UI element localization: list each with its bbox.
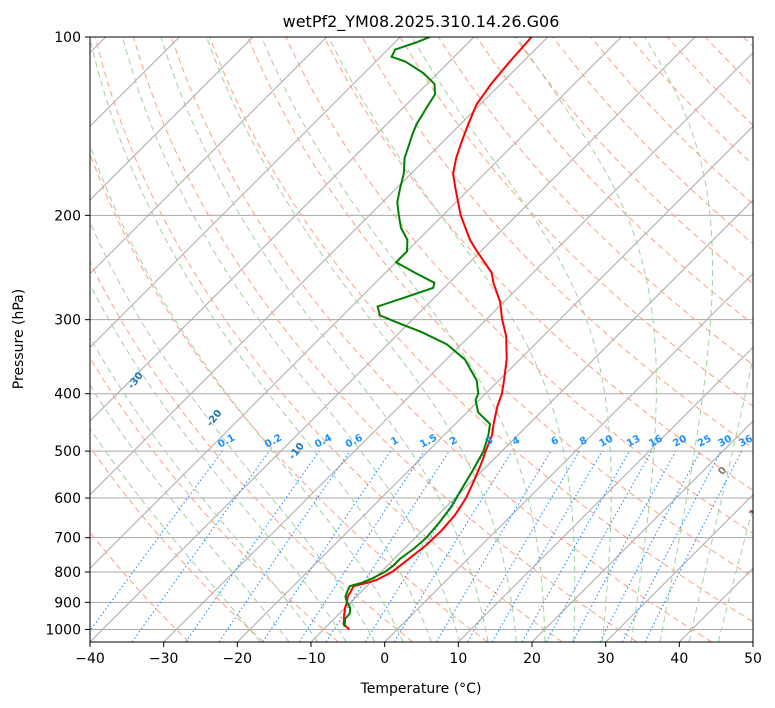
dry-adiabat-line — [247, 37, 753, 578]
dry-adiabat-line — [285, 37, 753, 535]
mixing-ratio-line — [572, 450, 677, 642]
mixing-ratio-line — [393, 450, 513, 642]
dry-adiabat-line — [90, 446, 264, 642]
moist-adiabat-lines — [90, 37, 753, 642]
moist-adiabat-line — [411, 37, 612, 642]
dry-adiabat-lines — [90, 37, 753, 642]
mixing-ratio-label: 8 — [578, 435, 589, 448]
x-tick-label: −30 — [149, 651, 179, 667]
isotherm-line — [90, 37, 401, 349]
mixing-ratio-line — [644, 450, 743, 642]
moist-adiabat-line — [328, 37, 576, 642]
isotherm-line — [90, 37, 696, 642]
isotherm-line — [90, 37, 475, 422]
mixing-ratio-label: 3 — [484, 435, 495, 448]
moist-adiabat-line — [122, 37, 461, 642]
dry-adiabat-line — [171, 37, 712, 642]
isotherm-line — [531, 420, 753, 642]
isotherm-line — [236, 125, 753, 642]
x-tick-label: 50 — [744, 651, 762, 667]
isotherm-line — [163, 51, 753, 642]
dry-adiabat-line — [514, 37, 753, 285]
isotherm-line — [384, 272, 753, 642]
mixing-ratio-label: 2 — [448, 435, 459, 448]
y-tick-label: 700 — [54, 531, 81, 547]
mixing-ratio-label: 6 — [549, 435, 560, 448]
moist-adiabat-line — [717, 506, 753, 642]
x-tick-label: 20 — [523, 651, 541, 667]
y-axis-label: Pressure (hPa) — [11, 289, 27, 389]
isotherm-line — [90, 37, 549, 496]
mixing-ratio-lines — [90, 450, 743, 642]
pressure-grid-lines — [90, 37, 753, 630]
x-tick-label: 0 — [380, 651, 389, 667]
moist-adiabat-line — [90, 427, 261, 642]
dry-adiabat-line — [90, 356, 339, 642]
isotherm-line — [90, 37, 328, 275]
mixing-ratio-line — [218, 450, 351, 642]
chart-title: wetPf2_YM08.2025.310.14.26.G06 — [283, 12, 560, 32]
isotherm-lines — [90, 37, 753, 642]
moist-adiabat-line — [260, 37, 546, 642]
profile-series — [342, 37, 533, 631]
y-tick-label: 100 — [54, 30, 81, 46]
moist-adiabat-line — [90, 336, 319, 642]
x-tick-label: 40 — [670, 651, 688, 667]
moist-adiabat-line — [90, 220, 376, 642]
moist-adiabat-line — [206, 37, 517, 642]
isotherm-line — [90, 37, 254, 201]
x-axis: −40 −30 −20 −10 0 10 20 30 40 50 — [75, 642, 762, 667]
mixing-ratio-line — [90, 450, 223, 632]
y-tick-label: 1000 — [45, 622, 81, 638]
y-tick-label: 200 — [54, 208, 81, 224]
moist-adiabat-line — [90, 384, 290, 642]
moist-adiabat-line — [644, 37, 713, 642]
moist-adiabat-line — [90, 143, 404, 642]
mixing-ratio-label: 4 — [511, 435, 522, 448]
isotherm-line — [605, 493, 753, 642]
mixing-ratio-line — [298, 450, 425, 642]
moist-adiabat-label: 10 — [748, 502, 765, 520]
y-tick-label: 300 — [54, 313, 81, 329]
moist-adiabat-line — [516, 37, 657, 642]
mixing-ratio-line — [545, 450, 653, 642]
y-tick-label: 400 — [54, 387, 81, 403]
x-tick-label: −10 — [296, 651, 326, 667]
isotherm-line — [457, 346, 753, 642]
mixing-ratio-line — [185, 450, 320, 642]
x-axis-label: Temperature (°C) — [360, 681, 482, 697]
x-tick-label: 30 — [597, 651, 615, 667]
mixing-ratio-label: 1 — [389, 435, 400, 448]
dry-adiabat-line — [90, 260, 414, 642]
y-tick-label: 800 — [54, 565, 81, 581]
moist-adiabat-line — [90, 283, 347, 642]
isotherm-line — [90, 37, 622, 570]
plot-area: -100-90-80-70-60-50-40-30-20-10010203040… — [90, 37, 765, 642]
y-tick-label: 600 — [54, 491, 81, 507]
x-tick-label: −20 — [223, 651, 253, 667]
mixing-ratio-label: 36 — [737, 433, 754, 449]
x-tick-label: 10 — [449, 651, 467, 667]
moist-adiabat-line — [90, 37, 432, 642]
moist-adiabat-line — [688, 355, 753, 642]
mixing-ratio-line — [131, 450, 270, 642]
y-axis: 100 200 300 400 500 600 700 800 900 1000 — [45, 30, 90, 638]
dewpoint-line — [343, 37, 492, 627]
x-tick-label: −40 — [75, 651, 105, 667]
mixing-ratio-line — [325, 450, 450, 642]
temperature-line — [342, 37, 533, 631]
mixing-ratio-line — [262, 450, 392, 642]
moist-adiabat-line — [160, 37, 489, 642]
dry-adiabat-line — [323, 37, 753, 491]
y-tick-label: 900 — [54, 595, 81, 611]
plot-frame — [89, 36, 754, 643]
dry-adiabat-line — [209, 37, 753, 623]
mixing-ratio-line — [521, 450, 630, 642]
dry-adiabat-line — [132, 37, 638, 642]
dry-adiabat-line — [476, 37, 753, 325]
y-tick-label: 500 — [54, 444, 81, 460]
dry-adiabat-line — [94, 37, 563, 642]
